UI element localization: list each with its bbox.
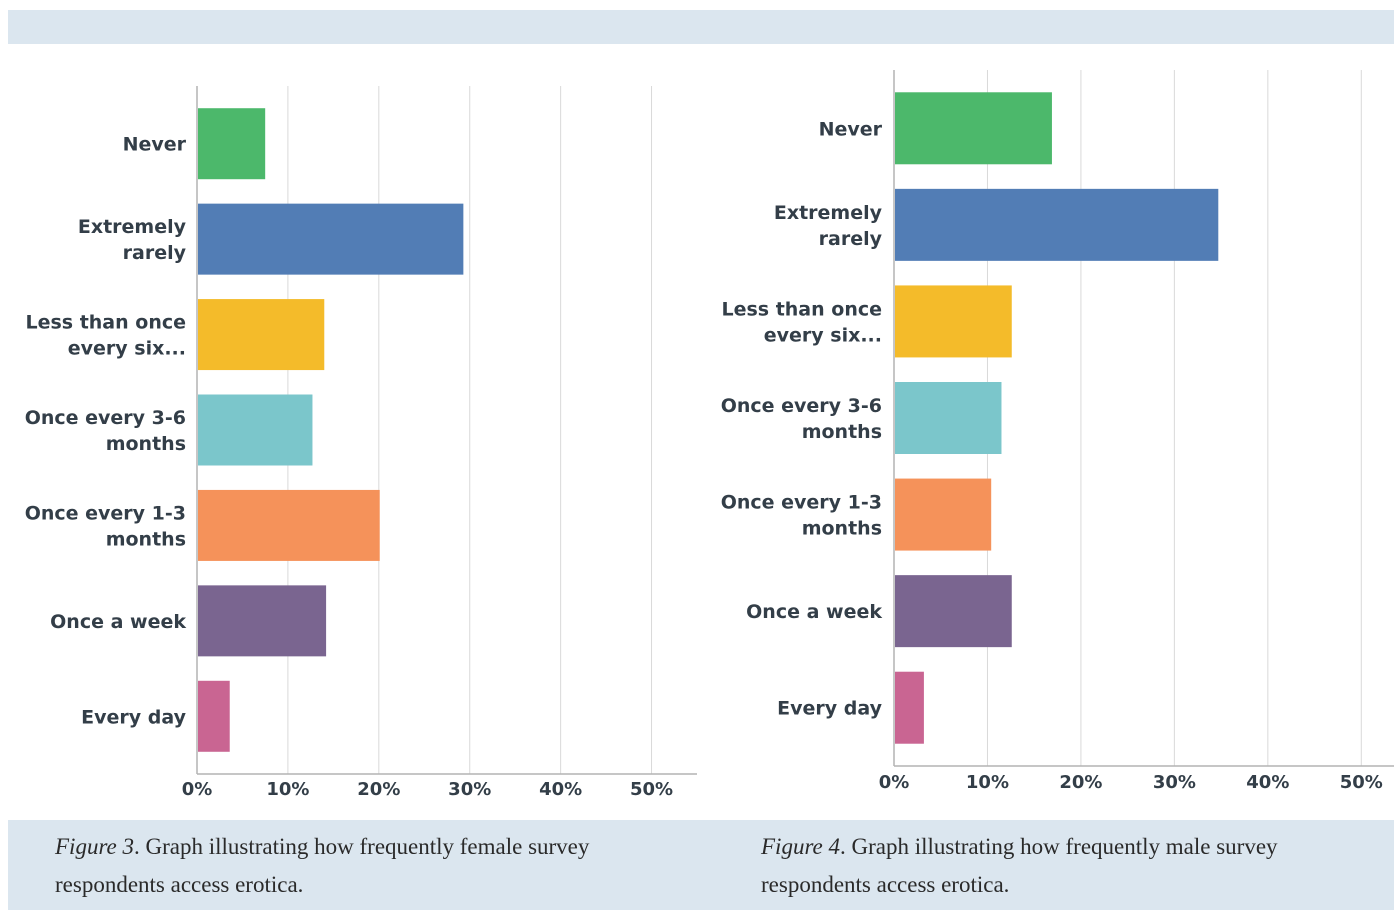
category-label-line: rarely — [819, 228, 883, 250]
x-tick-label: 40% — [1246, 772, 1289, 793]
category-label: Once a week — [50, 611, 186, 633]
category-label: Never — [819, 118, 883, 140]
x-tick-label: 50% — [630, 779, 673, 800]
bar — [198, 108, 266, 180]
x-tick-label: 0% — [879, 772, 910, 793]
category-label: Never — [123, 134, 187, 156]
bar — [198, 489, 380, 561]
category-label-line: Less than once — [721, 298, 882, 320]
category-label: Once every 3-6 months — [25, 407, 186, 455]
category-label-line: Once every 1-3 — [721, 492, 882, 514]
category-label: Once every 1-3 months — [721, 492, 882, 540]
category-label-line: Never — [819, 118, 883, 140]
bar — [198, 680, 230, 752]
female-bar-chart: Never Extremely rarely Less than once every … — [25, 86, 697, 800]
category-label-line: every six... — [68, 338, 186, 360]
category-label: Extremely rarely — [774, 202, 883, 250]
category-label-line: Never — [123, 134, 187, 156]
bar — [198, 299, 325, 371]
female-chart-panel: Never Extremely rarely Less than once every … — [8, 44, 708, 820]
category-label-line: months — [802, 518, 882, 540]
bar — [895, 188, 1219, 261]
category-label-line: Every day — [777, 698, 882, 720]
bar — [895, 671, 924, 744]
category-label: Extremely rarely — [78, 216, 187, 264]
male-chart-panel: Never Extremely rarely Less than once every … — [708, 44, 1394, 820]
category-label-line: every six... — [764, 324, 882, 346]
figure-4-caption: Figure 4. Graph illustrating how frequen… — [761, 828, 1361, 904]
category-label: Once a week — [746, 601, 882, 623]
x-tick-label: 30% — [448, 779, 491, 800]
category-label: Once every 3-6 months — [721, 395, 882, 443]
category-label-line: Once every 3-6 — [721, 395, 882, 417]
category-label-line: months — [106, 528, 186, 550]
category-label-line: Once a week — [746, 601, 882, 623]
bar — [198, 394, 313, 466]
x-tick-label: 20% — [357, 779, 400, 800]
category-label-line: months — [802, 421, 882, 443]
x-tick-label: 10% — [266, 779, 309, 800]
bar — [895, 478, 992, 551]
top-band — [8, 10, 1394, 44]
category-label-line: Once every 3-6 — [25, 407, 186, 429]
category-label-line: Extremely — [78, 216, 187, 238]
x-tick-label: 0% — [182, 779, 213, 800]
bar — [198, 203, 464, 275]
figure-3-caption-text: . Graph illustrating how frequently fema… — [55, 834, 590, 897]
x-tick-label: 20% — [1059, 772, 1102, 793]
bar — [895, 575, 1012, 648]
figure-4-label: Figure 4 — [761, 834, 840, 859]
bar — [198, 585, 327, 657]
category-label-line: Every day — [81, 706, 186, 728]
x-tick-label: 50% — [1340, 772, 1383, 793]
bar — [895, 92, 1052, 165]
category-label: Every day — [81, 706, 186, 728]
figure-4-caption-text: . Graph illustrating how frequently male… — [761, 834, 1278, 897]
category-label-line: rarely — [123, 242, 187, 264]
figure-3-caption: Figure 3. Graph illustrating how frequen… — [55, 828, 675, 904]
caption-band: Figure 3. Graph illustrating how frequen… — [8, 820, 1394, 910]
male-bar-chart: Never Extremely rarely Less than once every … — [721, 70, 1394, 793]
category-label-line: months — [106, 433, 186, 455]
category-label: Every day — [777, 698, 882, 720]
x-tick-label: 30% — [1153, 772, 1196, 793]
category-label: Once every 1-3 months — [25, 502, 186, 550]
figure-3-label: Figure 3 — [55, 834, 134, 859]
bar — [895, 285, 1012, 358]
category-label-line: Extremely — [774, 202, 883, 224]
category-label-line: Once every 1-3 — [25, 502, 186, 524]
category-label-line: Once a week — [50, 611, 186, 633]
x-tick-label: 10% — [966, 772, 1009, 793]
category-label: Less than once every six... — [721, 298, 882, 346]
category-label: Less than once every six... — [25, 312, 186, 360]
bar — [895, 382, 1002, 454]
category-label-line: Less than once — [25, 312, 186, 334]
x-tick-label: 40% — [539, 779, 582, 800]
